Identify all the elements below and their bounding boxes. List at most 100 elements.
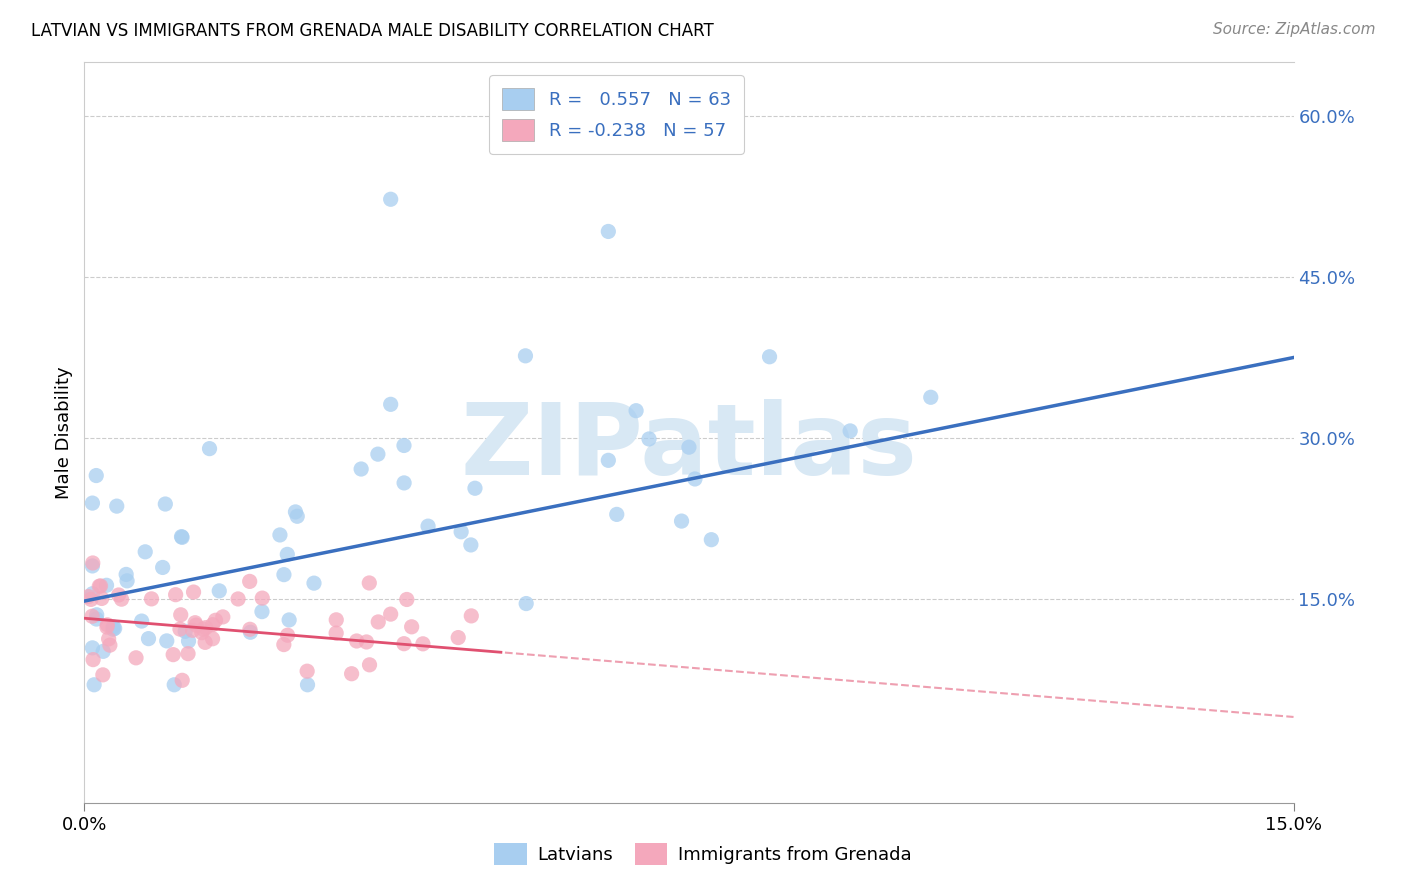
Point xyxy=(284,505,307,519)
Point xyxy=(239,622,262,636)
Point xyxy=(340,666,363,681)
Point xyxy=(380,607,402,621)
Point xyxy=(297,678,319,692)
Point xyxy=(107,588,129,602)
Point xyxy=(96,578,118,592)
Point xyxy=(252,591,274,606)
Point xyxy=(678,440,700,454)
Point xyxy=(82,609,104,624)
Point xyxy=(86,607,108,622)
Point xyxy=(401,620,423,634)
Point xyxy=(84,468,107,483)
Point xyxy=(162,648,184,662)
Point xyxy=(624,403,647,417)
Point xyxy=(447,631,470,645)
Point xyxy=(165,588,187,602)
Y-axis label: Male Disability: Male Disability xyxy=(55,367,73,499)
Point xyxy=(273,567,295,582)
Point xyxy=(285,509,308,524)
Point xyxy=(239,574,262,589)
Text: ZIPatlas: ZIPatlas xyxy=(461,399,917,496)
Point xyxy=(380,397,402,411)
Point xyxy=(392,475,415,490)
Point xyxy=(392,438,415,452)
Point xyxy=(177,647,200,661)
Text: LATVIAN VS IMMIGRANTS FROM GRENADA MALE DISABILITY CORRELATION CHART: LATVIAN VS IMMIGRANTS FROM GRENADA MALE … xyxy=(31,22,714,40)
Point xyxy=(460,538,482,552)
Point xyxy=(82,640,104,655)
Point xyxy=(194,635,217,649)
Point xyxy=(758,350,780,364)
Point xyxy=(115,567,138,582)
Point xyxy=(169,622,191,636)
Point xyxy=(671,514,693,528)
Point xyxy=(208,583,231,598)
Point xyxy=(80,592,103,607)
Point xyxy=(515,597,537,611)
Point xyxy=(184,618,207,632)
Point xyxy=(155,497,177,511)
Point xyxy=(174,624,197,639)
Point xyxy=(464,481,486,495)
Point xyxy=(194,621,217,635)
Point xyxy=(82,652,104,666)
Point xyxy=(638,432,661,446)
Point xyxy=(98,638,121,652)
Point xyxy=(276,547,298,561)
Point xyxy=(598,453,620,467)
Point xyxy=(356,635,378,649)
Point xyxy=(193,622,215,636)
Point xyxy=(104,621,127,635)
Point xyxy=(350,462,373,476)
Point xyxy=(184,615,207,630)
Point xyxy=(183,585,205,599)
Point xyxy=(82,496,104,510)
Point xyxy=(110,592,132,607)
Point xyxy=(82,556,104,570)
Point xyxy=(239,625,262,640)
Point xyxy=(96,617,118,632)
Point xyxy=(181,624,204,638)
Point xyxy=(325,626,347,640)
Point xyxy=(395,592,418,607)
Point xyxy=(700,533,723,547)
Point xyxy=(177,634,200,648)
Point xyxy=(201,632,224,646)
Point xyxy=(683,472,706,486)
Point xyxy=(90,591,112,606)
Point xyxy=(450,524,472,539)
Point xyxy=(89,579,111,593)
Legend: Latvians, Immigrants from Grenada: Latvians, Immigrants from Grenada xyxy=(486,836,920,872)
Point xyxy=(138,632,160,646)
Point xyxy=(325,613,347,627)
Point xyxy=(416,519,439,533)
Point xyxy=(367,447,389,461)
Point xyxy=(86,612,108,626)
Point xyxy=(91,644,114,658)
Point xyxy=(152,560,174,574)
Point xyxy=(134,545,156,559)
Point xyxy=(170,607,193,622)
Point xyxy=(172,530,194,544)
Point xyxy=(460,608,482,623)
Point xyxy=(515,349,537,363)
Point xyxy=(172,673,194,688)
Point xyxy=(359,657,381,672)
Point xyxy=(269,528,291,542)
Point xyxy=(359,576,381,591)
Point xyxy=(96,620,118,634)
Point xyxy=(839,424,862,438)
Point xyxy=(103,620,125,634)
Point xyxy=(105,499,128,513)
Point xyxy=(226,591,249,606)
Point xyxy=(163,678,186,692)
Point xyxy=(204,613,226,627)
Point xyxy=(77,590,100,604)
Point xyxy=(97,632,120,646)
Point xyxy=(273,638,295,652)
Point xyxy=(211,610,233,624)
Point xyxy=(367,615,389,629)
Point xyxy=(295,664,318,678)
Point xyxy=(278,613,301,627)
Point xyxy=(191,625,214,640)
